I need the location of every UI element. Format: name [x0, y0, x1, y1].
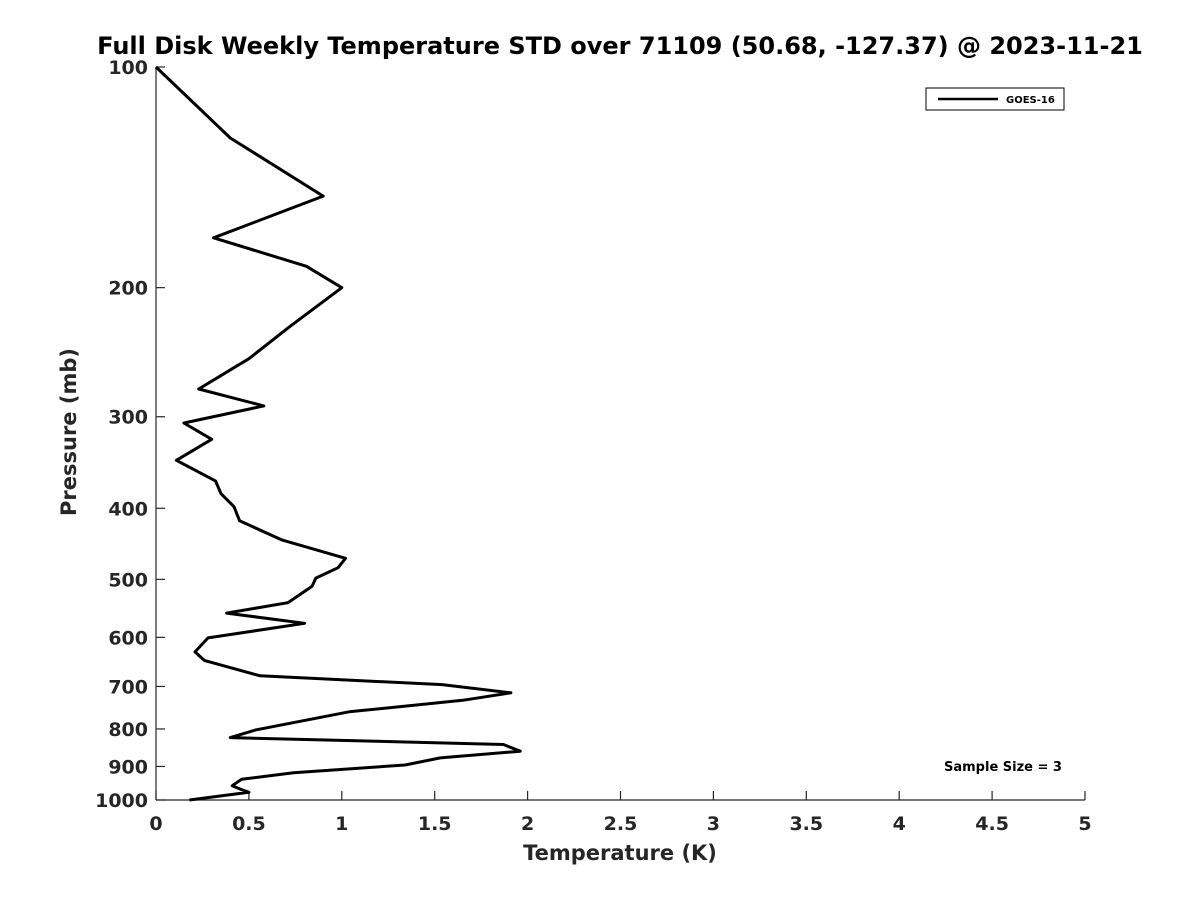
y-tick-label: 300 — [108, 407, 148, 429]
x-tick-label: 0 — [149, 813, 162, 835]
legend: GOES-16 — [925, 87, 1065, 111]
x-tick-label: 1.5 — [418, 813, 452, 835]
x-tick-label: 0.5 — [232, 813, 266, 835]
y-tick-label: 600 — [108, 627, 148, 649]
y-tick-label: 100 — [108, 57, 148, 79]
x-axis-ticks: 0 0.5 1 1.5 2 2.5 3 3.5 4 4.5 5 — [149, 791, 1092, 835]
series-lines — [154, 65, 522, 802]
legend-label-goes16: GOES-16 — [1006, 95, 1055, 106]
y-tick-label: 500 — [108, 569, 148, 591]
y-tick-label: 700 — [108, 676, 148, 698]
y-axis-ticks: 100 200 300 400 500 600 700 800 900 1000 — [95, 57, 165, 812]
y-axis-label: Pressure (mb) — [57, 348, 81, 516]
y-tick-label: 900 — [108, 756, 148, 778]
x-tick-label: 3.5 — [789, 813, 823, 835]
x-tick-label: 4 — [893, 813, 906, 835]
y-tick-label: 1000 — [95, 790, 148, 812]
y-tick-label: 800 — [108, 719, 148, 741]
series-line-goes-16 — [154, 65, 522, 802]
y-tick-label: 400 — [108, 498, 148, 520]
y-tick-label: 200 — [108, 278, 148, 300]
x-tick-label: 1 — [335, 813, 348, 835]
x-tick-label: 3 — [707, 813, 720, 835]
x-tick-label: 2 — [521, 813, 534, 835]
sample-size-annotation: Sample Size = 3 — [944, 760, 1062, 775]
x-tick-label: 4.5 — [975, 813, 1009, 835]
x-tick-label: 2.5 — [604, 813, 638, 835]
chart-title: Full Disk Weekly Temperature STD over 71… — [97, 32, 1143, 60]
x-axis-label: Temperature (K) — [523, 841, 717, 865]
x-tick-label: 5 — [1078, 813, 1091, 835]
